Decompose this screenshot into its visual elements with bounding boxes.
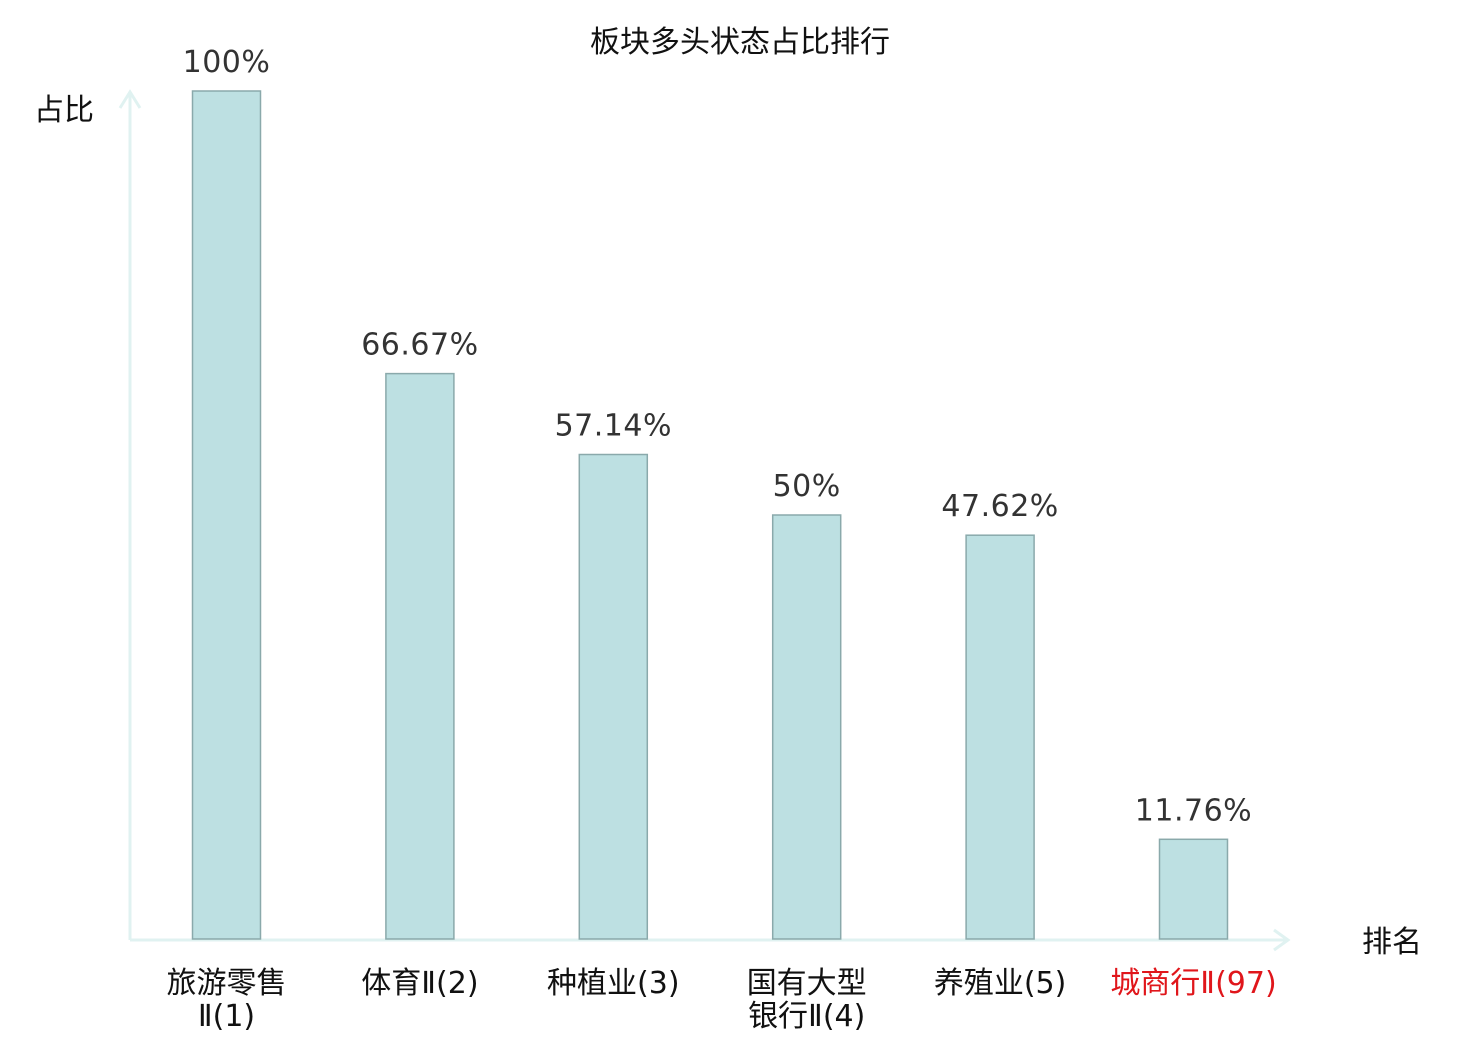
value-label-4: 50% xyxy=(773,469,841,504)
category-labels-group: 旅游零售 Ⅱ(1) 体育Ⅱ(2) 种植业(3) 国有大型银行Ⅱ(4) 养殖业(5) 城商行Ⅱ… xyxy=(167,966,1277,1034)
y-axis-label: 占比 xyxy=(34,93,94,128)
bar-3 xyxy=(578,453,649,940)
bar-4 xyxy=(771,514,842,940)
value-label-5: 47.62% xyxy=(941,489,1058,524)
bars-group xyxy=(191,90,1229,940)
category-label-4: 国有大型银行Ⅱ(4) xyxy=(747,966,867,1034)
category-label-3: 种植业(3) xyxy=(547,966,680,1001)
bar-5 xyxy=(965,534,1035,940)
axes xyxy=(118,89,1291,952)
category-label-5: 养殖业(5) xyxy=(934,966,1067,1001)
category-label-6: 城商行Ⅱ(97) xyxy=(1110,966,1276,1001)
bar-6 xyxy=(1158,838,1229,940)
value-label-3: 57.14% xyxy=(555,409,672,444)
category-label-1: 旅游零售 Ⅱ(1) xyxy=(167,966,287,1034)
x-axis-arrow xyxy=(1273,928,1291,952)
x-axis-label: 排名 xyxy=(1362,925,1422,960)
y-axis-arrow xyxy=(118,89,142,109)
value-label-6: 11.76% xyxy=(1135,793,1252,828)
chart-title: 板块多头状态占比排行 xyxy=(590,25,890,60)
value-label-2: 66.67% xyxy=(361,328,478,363)
value-label-1: 100% xyxy=(183,45,271,80)
category-label-2: 体育Ⅱ(2) xyxy=(361,966,478,1001)
bar-1 xyxy=(191,90,262,940)
value-labels-group: 100% 66.67% 57.14% 50% 47.62% 11.76% xyxy=(183,45,1252,828)
bar-2 xyxy=(385,372,455,940)
